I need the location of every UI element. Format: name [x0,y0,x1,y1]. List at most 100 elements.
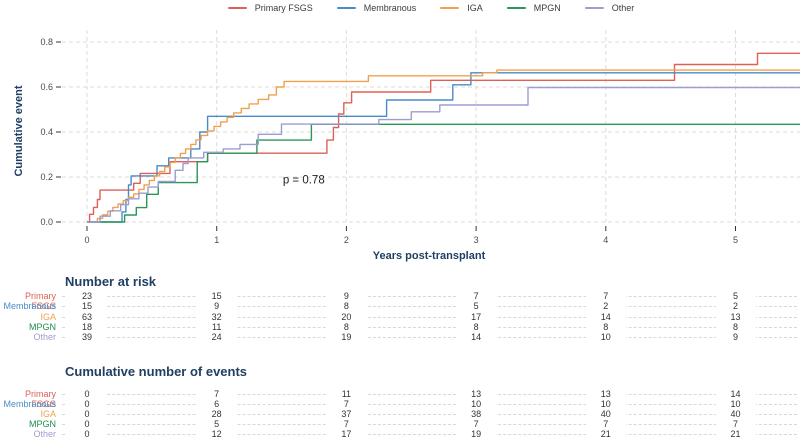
row-dashed-line [62,326,797,328]
row-value: 14 [715,388,756,399]
row-value: 13 [715,311,756,322]
legend-label: IGA [467,3,483,13]
row-dashed-line [62,306,797,308]
row-dashed-line [62,413,797,415]
row-value: 8 [326,301,367,312]
row-value: 11 [196,321,237,332]
legend-label: MPGN [533,3,561,13]
row-value: 28 [196,408,237,419]
row-value: 24 [196,332,237,343]
row-value: 8 [715,321,756,332]
x-tick-label: 2 [344,235,349,245]
row-label: Membranous [3,398,56,409]
row-value: 9 [715,332,756,343]
series-line-other [87,86,800,223]
row-value: 7 [456,418,497,429]
y-tick-label: 0.2 [40,172,53,182]
row-value: 9 [196,301,237,312]
row-value: 5 [456,301,497,312]
row-value: 19 [456,428,497,438]
row-value: 8 [326,321,367,332]
row-value: 40 [585,408,626,419]
row-value: 15 [196,291,237,301]
table-row-other: Other 39 24 19 14 10 9 [0,332,797,343]
row-label: Other [33,332,56,343]
y-tick-label: 0.0 [40,217,53,227]
row-value: 7 [326,418,367,429]
row-value: 0 [67,388,107,399]
row-value: 7 [196,388,237,399]
legend-item-membranous: Membranous [336,3,417,13]
legend-line-swatch [506,7,526,9]
table-row-mpgn: MPGN 0 5 7 7 7 7 [0,418,797,429]
row-label: IGA [40,311,56,322]
row-label: Primary FSGS [25,388,56,409]
table-row-iga: IGA 0 28 37 38 40 40 [0,408,797,419]
row-value: 18 [67,321,107,332]
row-value: 5 [715,291,756,301]
legend-item-mpgn: MPGN [506,3,561,13]
y-tick-label: 0.4 [40,127,53,137]
row-value: 0 [67,398,107,409]
row-value: 2 [585,301,626,312]
row-value: 38 [456,408,497,419]
row-value: 9 [326,291,367,301]
row-value: 21 [585,428,626,438]
row-label: IGA [40,408,56,419]
row-value: 39 [67,332,107,343]
row-value: 10 [456,398,497,409]
table-row-membranous: Membranous 15 9 8 5 2 2 [0,301,797,312]
row-dashed-line [62,433,797,435]
legend-item-primary-fsgs: Primary FSGS [227,3,313,13]
row-label: Other [33,428,56,438]
legend-label: Membranous [363,3,417,13]
row-value: 0 [67,418,107,429]
row-dashed-line [62,403,797,405]
table-row-mpgn: MPGN 18 11 8 8 8 8 [0,321,797,332]
table-row-iga: IGA 63 32 20 17 14 13 [0,311,797,322]
series-line-iga [87,69,800,223]
row-value: 0 [67,408,107,419]
chart-series-lines [87,52,800,223]
row-value: 13 [585,388,626,399]
row-value: 14 [585,311,626,322]
row-value: 7 [456,291,497,301]
row-value: 10 [715,398,756,409]
row-dashed-line [62,393,797,395]
row-dashed-line [62,316,797,318]
row-label: Membranous [3,301,56,312]
cumulative-events-title: Cumulative number of events [65,364,248,379]
y-tick-label: 0.6 [40,82,53,92]
legend-item-iga: IGA [440,3,483,13]
number-at-risk-title: Number at risk [65,274,157,289]
legend-line-swatch [440,7,460,9]
row-value: 23 [67,291,107,301]
legend-item-other: Other [584,3,634,13]
row-value: 2 [715,301,756,312]
row-value: 8 [456,321,497,332]
row-value: 8 [585,321,626,332]
row-value: 15 [67,301,107,312]
row-dashed-line [62,337,797,339]
row-value: 12 [196,428,237,438]
row-value: 11 [326,388,367,399]
legend-label: Primary FSGS [254,3,313,13]
row-label: MPGN [29,321,56,332]
legend-line-swatch [227,7,247,9]
row-value: 63 [67,311,107,322]
row-value: 7 [326,398,367,409]
x-tick-label: 0 [84,235,89,245]
row-label: MPGN [29,418,56,429]
row-value: 7 [715,418,756,429]
row-value: 32 [196,311,237,322]
p-value-annotation: p = 0.78 [283,174,325,186]
row-value: 19 [326,332,367,343]
series-line-membranous [87,72,800,223]
table-row-other: Other 0 12 17 19 21 21 [0,428,797,438]
row-value: 10 [585,332,626,343]
chart-legend: Primary FSGS Membranous IGA MPGN Other [62,1,800,15]
row-value: 7 [585,291,626,301]
row-dashed-line [62,296,797,297]
table-row-primary-fsgs: Primary FSGS 0 7 11 13 13 14 [0,388,797,409]
